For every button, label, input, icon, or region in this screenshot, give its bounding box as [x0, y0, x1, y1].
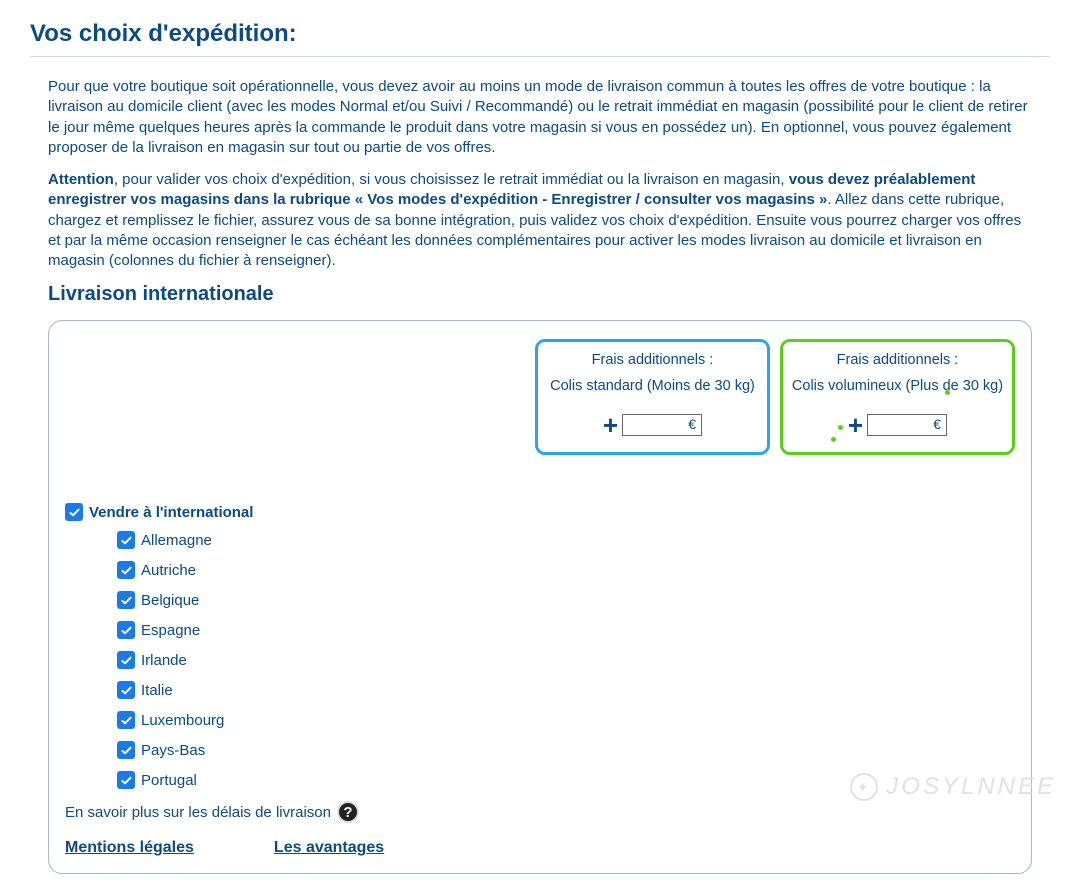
intro-paragraph-1: Pour que votre boutique soit opérationne…	[48, 77, 1032, 158]
fee-boxes-row: Frais additionnels : Colis standard (Moi…	[65, 339, 1015, 455]
fee-box-standard: Frais additionnels : Colis standard (Moi…	[535, 339, 770, 455]
fee-input-row-standard: + €	[544, 412, 761, 438]
country-label: Luxembourg	[141, 712, 224, 729]
country-label: Belgique	[141, 592, 199, 609]
international-shipping-panel: Frais additionnels : Colis standard (Moi…	[48, 320, 1032, 874]
country-row: Italie	[117, 681, 1015, 699]
country-row: Irlande	[117, 651, 1015, 669]
country-row: Belgique	[117, 591, 1015, 609]
country-checkbox[interactable]	[117, 591, 135, 609]
section-title: Livraison internationale	[48, 283, 1032, 306]
fee-label-large: Frais additionnels :	[789, 352, 1006, 368]
intro-paragraph-2: Attention, pour valider vos choix d'expé…	[48, 170, 1032, 271]
fee-label-standard: Frais additionnels :	[544, 352, 761, 368]
delivery-delay-row: En savoir plus sur les délais de livrais…	[65, 801, 1015, 823]
advantages-link[interactable]: Les avantages	[274, 839, 384, 857]
attention-label: Attention	[48, 171, 114, 188]
decor-dot	[831, 437, 836, 442]
fee-input-row-large: + €	[789, 412, 1006, 438]
decor-dot	[945, 390, 950, 395]
delivery-delay-text: En savoir plus sur les délais de livrais…	[65, 804, 331, 821]
plus-icon: +	[848, 412, 863, 438]
fee-box-large: Frais additionnels : Colis volumineux (P…	[780, 339, 1015, 455]
bottom-links: Mentions légales Les avantages	[65, 839, 1015, 857]
country-label: Autriche	[141, 562, 196, 579]
country-checkbox[interactable]	[117, 621, 135, 639]
sell-international-label: Vendre à l'international	[89, 504, 253, 521]
help-icon[interactable]: ?	[337, 801, 359, 823]
intro-mid: , pour valider vos choix d'expédition, s…	[114, 171, 789, 188]
country-row: Autriche	[117, 561, 1015, 579]
country-row: Pays-Bas	[117, 741, 1015, 759]
master-checkbox-row: Vendre à l'international	[65, 503, 1015, 521]
legal-link[interactable]: Mentions légales	[65, 839, 194, 857]
country-checkbox[interactable]	[117, 651, 135, 669]
country-checkbox[interactable]	[117, 531, 135, 549]
page-title: Vos choix d'expédition:	[30, 20, 1050, 48]
country-checkbox[interactable]	[117, 681, 135, 699]
country-label: Pays-Bas	[141, 742, 205, 759]
plus-icon: +	[603, 412, 618, 438]
fee-input-large[interactable]	[867, 414, 947, 436]
fee-input-standard[interactable]	[622, 414, 702, 436]
country-row: Luxembourg	[117, 711, 1015, 729]
country-label: Italie	[141, 682, 173, 699]
countries-list: Allemagne Autriche Belgique Espagne Irlande I…	[117, 531, 1015, 789]
country-label: Espagne	[141, 622, 200, 639]
sell-international-checkbox[interactable]	[65, 503, 83, 521]
country-checkbox[interactable]	[117, 771, 135, 789]
country-label: Irlande	[141, 652, 187, 669]
country-row: Portugal	[117, 771, 1015, 789]
title-divider	[30, 56, 1050, 57]
country-checkbox[interactable]	[117, 711, 135, 729]
fee-subtitle-large: Colis volumineux (Plus de 30 kg)	[789, 378, 1006, 394]
country-row: Allemagne	[117, 531, 1015, 549]
fee-subtitle-standard: Colis standard (Moins de 30 kg)	[544, 378, 761, 394]
country-checkbox[interactable]	[117, 741, 135, 759]
country-label: Allemagne	[141, 532, 212, 549]
left-column: Vendre à l'international Allemagne Autric…	[65, 503, 1015, 857]
country-label: Portugal	[141, 772, 197, 789]
country-checkbox[interactable]	[117, 561, 135, 579]
country-row: Espagne	[117, 621, 1015, 639]
